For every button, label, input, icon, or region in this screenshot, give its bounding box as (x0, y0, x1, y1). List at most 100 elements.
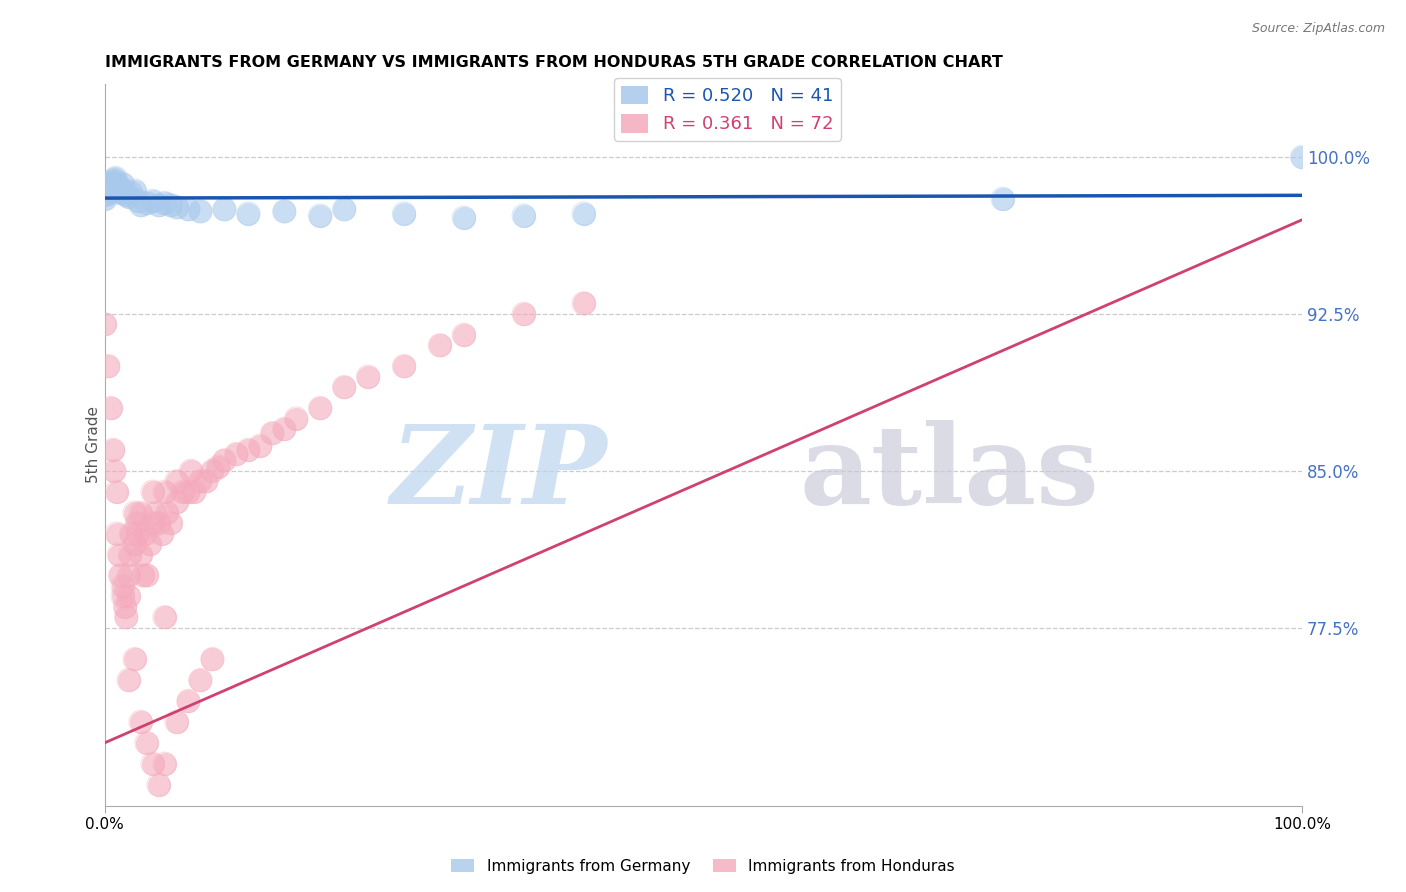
Point (129, 548, 152, 562)
Point (249, 439, 271, 453)
Point (117, 568, 139, 582)
Point (108, 179, 131, 194)
Point (156, 506, 179, 520)
Point (120, 526, 142, 541)
Point (159, 198, 181, 212)
Point (148, 198, 170, 212)
Point (117, 673, 139, 687)
Point (111, 579, 134, 593)
Point (97, 184, 120, 198)
Point (110, 568, 132, 582)
Point (513, 307, 536, 321)
Point (93, 192, 115, 206)
Point (153, 610, 176, 624)
Point (177, 484, 200, 499)
Point (135, 736, 157, 750)
Point (100, 179, 122, 194)
Point (333, 202, 356, 217)
Point (127, 526, 149, 541)
Point (117, 590, 139, 604)
Point (991, 192, 1014, 206)
Point (392, 206, 415, 220)
Point (201, 464, 224, 478)
Point (180, 464, 202, 478)
Legend: R = 0.520   N = 41, R = 0.361   N = 72: R = 0.520 N = 41, R = 0.361 N = 72 (614, 78, 841, 141)
Legend: Immigrants from Germany, Immigrants from Honduras: Immigrants from Germany, Immigrants from… (446, 853, 960, 880)
Point (309, 209, 332, 223)
Point (190, 673, 212, 687)
Point (104, 170, 127, 185)
Point (96, 186, 118, 200)
Point (159, 198, 181, 212)
Point (190, 673, 212, 687)
Point (105, 181, 128, 195)
Point (214, 202, 236, 217)
Point (129, 548, 152, 562)
Point (153, 484, 176, 499)
Point (309, 401, 332, 415)
Point (97, 359, 120, 374)
Point (117, 590, 139, 604)
Point (201, 652, 224, 666)
Point (201, 652, 224, 666)
Point (101, 178, 124, 192)
Point (148, 516, 170, 530)
Point (142, 516, 165, 530)
Point (153, 756, 176, 771)
Point (105, 484, 128, 499)
Point (117, 568, 139, 582)
Point (94, 187, 117, 202)
Point (177, 202, 200, 217)
Point (134, 526, 156, 541)
Point (96, 186, 118, 200)
Point (100, 401, 122, 415)
Point (124, 537, 146, 551)
Point (124, 506, 146, 520)
Point (225, 447, 247, 461)
Point (214, 453, 236, 467)
Text: atlas: atlas (799, 420, 1099, 527)
Point (238, 206, 260, 220)
Point (103, 464, 125, 478)
Point (127, 194, 149, 208)
Point (513, 209, 536, 223)
Point (125, 516, 148, 530)
Point (142, 756, 165, 771)
Point (357, 369, 380, 384)
Point (117, 673, 139, 687)
Point (135, 568, 157, 582)
Point (135, 196, 157, 211)
Point (148, 778, 170, 792)
Point (333, 202, 356, 217)
Point (105, 526, 128, 541)
Point (153, 756, 176, 771)
Point (166, 200, 188, 214)
Point (135, 568, 157, 582)
Point (114, 599, 136, 614)
Point (172, 484, 194, 499)
Point (142, 516, 165, 530)
Point (238, 442, 260, 457)
Point (129, 506, 152, 520)
Point (285, 411, 308, 425)
Point (110, 186, 132, 200)
Point (115, 187, 138, 202)
Point (183, 484, 205, 499)
Point (93, 318, 115, 332)
Point (127, 526, 149, 541)
Point (101, 442, 124, 457)
Point (107, 184, 129, 198)
Point (153, 196, 176, 211)
Point (285, 411, 308, 425)
Point (129, 198, 152, 212)
Y-axis label: 5th Grade: 5th Grade (86, 406, 101, 483)
Point (1291, 150, 1313, 164)
Point (111, 590, 134, 604)
Point (513, 307, 536, 321)
Point (190, 475, 212, 489)
Point (115, 610, 138, 624)
Point (180, 464, 202, 478)
Point (98, 181, 121, 195)
Point (572, 206, 595, 220)
Point (101, 178, 124, 192)
